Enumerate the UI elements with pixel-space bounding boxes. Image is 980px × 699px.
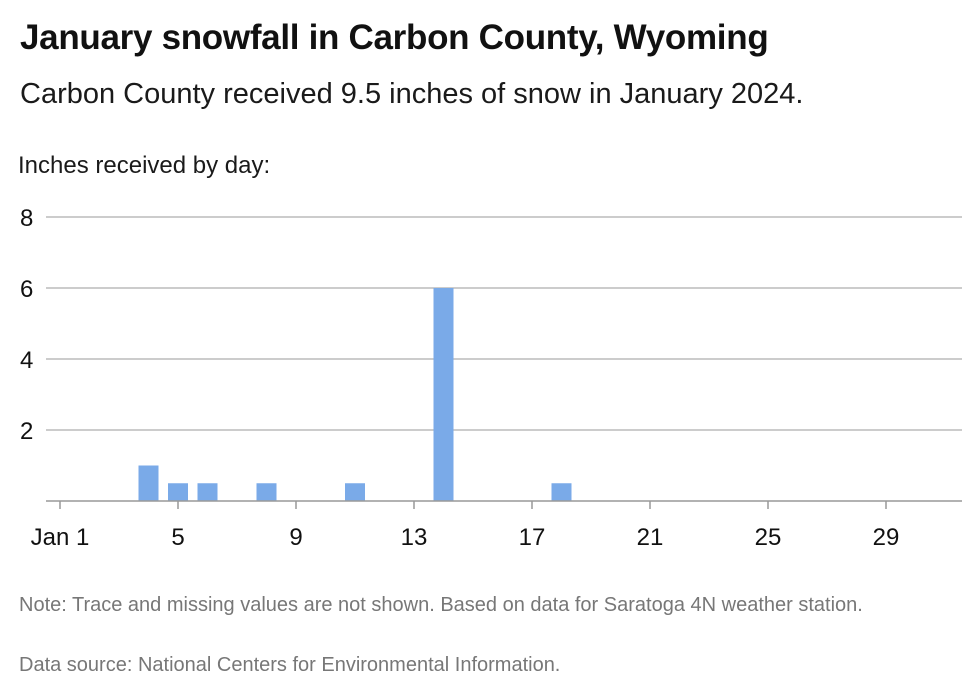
chart-subtitle: Carbon County received 9.5 inches of sno…	[20, 78, 804, 110]
x-tick-label: 13	[401, 524, 428, 551]
snowfall-bar-chart: 2 4 6 8 Jan 1 5 9 13 17 21 25 29	[20, 205, 962, 551]
bar	[433, 288, 454, 501]
chart-title: January snowfall in Carbon County, Wyomi…	[20, 18, 769, 57]
chart-note: Note: Trace and missing values are not s…	[19, 594, 863, 616]
data-source: Data source: National Centers for Enviro…	[19, 654, 561, 676]
bar	[551, 483, 572, 501]
y-axis-label: Inches received by day:	[18, 152, 271, 179]
y-tick-label: 4	[20, 347, 33, 374]
x-tick-label: 9	[289, 524, 302, 551]
bar	[345, 483, 365, 501]
x-tick-label: Jan 1	[31, 524, 90, 551]
x-tick-label: 21	[637, 524, 664, 551]
x-tick-label: 5	[171, 524, 184, 551]
y-tick-label: 2	[20, 418, 33, 445]
y-tick-label: 8	[20, 205, 33, 232]
bar	[168, 483, 188, 501]
x-tick-label: 29	[873, 524, 900, 551]
bar	[197, 483, 218, 501]
x-tick-label: 17	[519, 524, 546, 551]
bar	[138, 465, 159, 501]
y-tick-label: 6	[20, 276, 33, 303]
x-tick-label: 25	[755, 524, 782, 551]
bar	[256, 483, 277, 501]
